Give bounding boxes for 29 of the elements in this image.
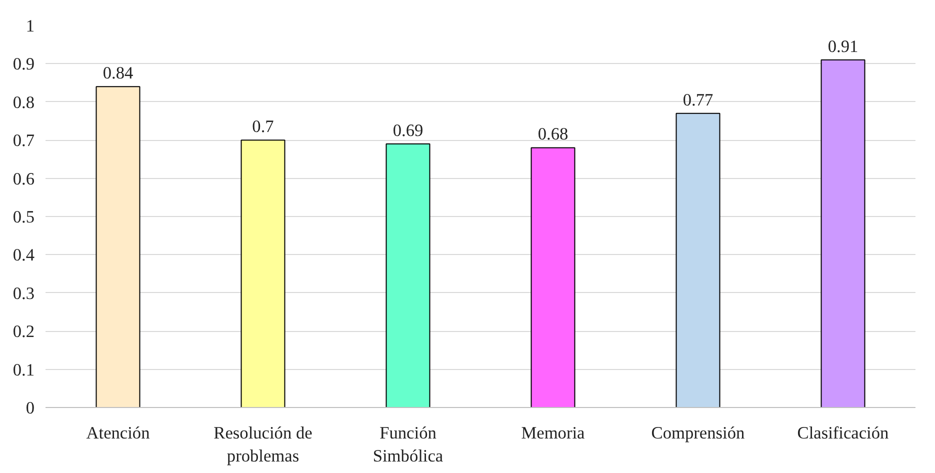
bar xyxy=(96,86,140,408)
x-tick-label: Comprensión xyxy=(651,424,746,442)
data-label: 0.77 xyxy=(682,90,714,110)
data-label: 0.7 xyxy=(252,117,274,136)
bar xyxy=(820,59,866,408)
y-tick-label: 0.6 xyxy=(12,169,35,188)
x-tick-label: Atención xyxy=(86,424,150,442)
data-label: 0.68 xyxy=(538,124,568,144)
x-tick-label: Memoria xyxy=(521,424,586,442)
bar xyxy=(676,112,720,408)
bar xyxy=(240,140,286,408)
y-tick-label: 0 xyxy=(26,398,35,418)
data-label: 0.69 xyxy=(392,120,424,140)
data-label: 0.91 xyxy=(828,36,858,56)
y-tick-label: 1 xyxy=(26,16,35,36)
y-tick-label: 0.9 xyxy=(12,54,35,74)
y-tick-label: 0.8 xyxy=(12,92,35,112)
y-tick-label: 0.2 xyxy=(12,322,35,342)
x-tick-label: Resolución de problemas xyxy=(214,424,313,466)
data-label: 0.84 xyxy=(102,64,134,83)
y-tick-label: 0.1 xyxy=(12,360,35,380)
y-tick-label: 0.3 xyxy=(12,284,35,303)
y-tick-label: 0.4 xyxy=(12,246,35,265)
bar xyxy=(530,147,576,408)
bar xyxy=(386,143,430,408)
y-tick-label: 0.5 xyxy=(12,208,35,226)
x-tick-label: Clasificación xyxy=(797,424,890,442)
y-tick-label: 0.7 xyxy=(12,131,35,150)
x-tick-label: Función Simbólica xyxy=(372,424,444,466)
